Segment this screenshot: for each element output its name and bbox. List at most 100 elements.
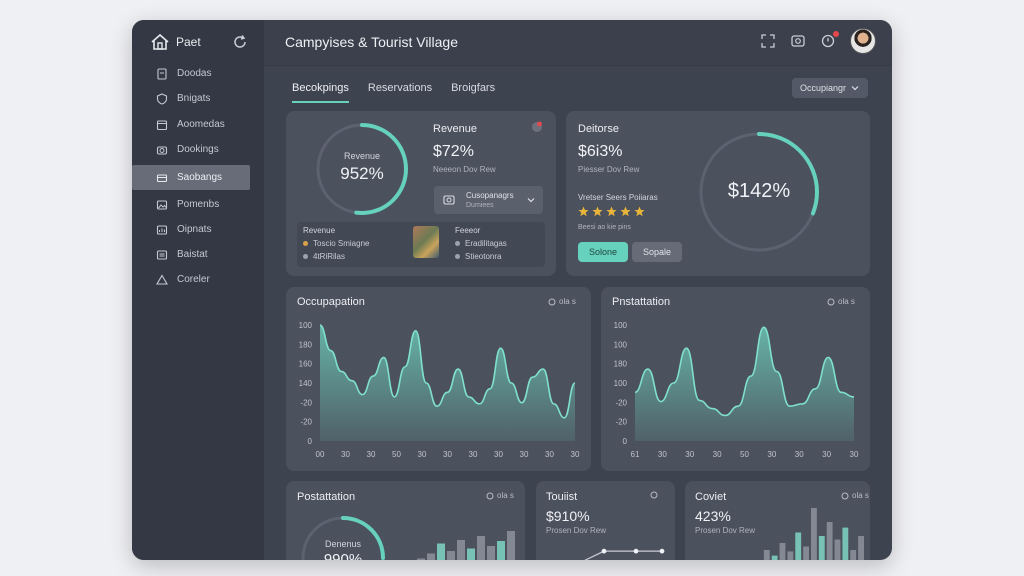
solone-button[interactable]: Solone xyxy=(578,242,628,262)
revenue-ring-label: Revenue xyxy=(343,151,381,161)
refresh-icon[interactable] xyxy=(232,34,248,50)
sopale-button[interactable]: Sopale xyxy=(632,242,682,262)
notification-icon[interactable] xyxy=(820,31,839,49)
revenue-sub: Neeeon Dov Rew xyxy=(433,165,496,174)
top-bar: Campyises & Tourist Village xyxy=(264,20,892,66)
brand[interactable]: Paet xyxy=(150,32,201,52)
expand-icon[interactable] xyxy=(760,33,776,49)
rating-ring-value: $142% xyxy=(727,180,791,202)
sidebar-item-oipnats[interactable]: Oipnats xyxy=(132,217,264,242)
card-title: Coviet xyxy=(695,491,727,503)
chart-menu[interactable] xyxy=(650,491,658,499)
coviet-bar-chart xyxy=(763,508,864,560)
legend-label: Stieotonra xyxy=(465,252,502,261)
rating-sub: Piesser Dov Rew xyxy=(578,165,640,174)
sidebar-item-pomenbs[interactable]: Pomenbs xyxy=(132,192,264,217)
x-tick-label: 30 xyxy=(494,450,503,459)
ring-arc xyxy=(341,516,385,560)
y-tick-label: 180 xyxy=(614,360,628,369)
bar xyxy=(427,553,435,560)
y-tick-label: 100 xyxy=(614,379,628,388)
occupation-area-chart: 100 180 160 140 -20 -20 000 30 30 50 30 30 30 30 30 30 3… xyxy=(299,321,580,459)
postattation-ring xyxy=(301,516,385,560)
bar xyxy=(457,540,465,560)
chart-menu[interactable]: ola s xyxy=(548,297,576,306)
bar xyxy=(787,551,794,560)
bar xyxy=(826,522,833,560)
star-icon xyxy=(620,206,631,217)
bar xyxy=(858,536,864,560)
sidebar-item-label: Baistat xyxy=(177,249,208,260)
series-line xyxy=(319,324,576,419)
top-icons xyxy=(760,28,876,54)
avatar[interactable] xyxy=(850,28,876,54)
bar xyxy=(763,550,770,560)
sidebar-item-label: Saobangs xyxy=(177,172,223,183)
postattation-card: Postattation ola s Denenus 990% xyxy=(286,481,525,560)
bar xyxy=(850,550,857,560)
tab-reservations[interactable]: Reservations xyxy=(367,82,433,94)
star-icon xyxy=(606,206,617,217)
y-tick-label: -20 xyxy=(300,398,312,407)
occupancy-dropdown[interactable]: Occupiangr xyxy=(792,78,868,98)
y-tick-label: 100 xyxy=(299,321,313,330)
sidebar-item-label: Aoomedas xyxy=(177,119,225,130)
x-tick-label: 30 xyxy=(545,450,554,459)
sidebar-item-baistat[interactable]: Baistat xyxy=(132,242,264,267)
legend-swatch xyxy=(303,254,308,259)
sidebar-item-coreler[interactable]: Coreler xyxy=(132,267,264,292)
sidebar-item-doodas[interactable]: Doodas xyxy=(132,61,264,86)
legend-label: Eradilitagas xyxy=(465,239,507,248)
x-tick-label: 50 xyxy=(740,450,749,459)
alert-icon[interactable] xyxy=(531,121,543,133)
sidebar-item-dookings[interactable]: Dookings xyxy=(132,137,264,162)
y-tick-label: 100 xyxy=(614,340,628,349)
revenue-ring-value: 952% xyxy=(340,164,384,183)
home-icon xyxy=(151,33,169,50)
x-tick-label: 30 xyxy=(443,450,452,459)
circle-icon xyxy=(841,492,849,499)
tab-becokpings[interactable]: Becokpings xyxy=(292,78,349,103)
sidebar-item-saobangs[interactable]: Saobangs xyxy=(132,165,250,190)
data-point xyxy=(601,548,607,554)
revenue-title: Revenue xyxy=(433,123,478,135)
sidebar-item-aoomedas[interactable]: Aoomedas xyxy=(132,112,264,137)
legend-label: Toscio Smiagne xyxy=(313,239,370,248)
legend-label: 4tRiRilas xyxy=(313,252,346,261)
camera-icon[interactable] xyxy=(790,33,806,49)
bar xyxy=(818,536,825,560)
x-tick-label: 30 xyxy=(418,450,427,459)
legend-swatch xyxy=(455,254,460,259)
tourist-card: Touiist $910% Prosen Dov Rew xyxy=(536,481,675,560)
x-tick-label: 30 xyxy=(822,450,831,459)
doc-icon xyxy=(157,67,167,80)
chart-menu[interactable]: ola s xyxy=(827,297,855,306)
star-icon xyxy=(592,206,603,217)
bar xyxy=(803,546,809,560)
revenue-select[interactable]: Cusopanagrs Dumiees xyxy=(434,186,543,214)
series-line xyxy=(634,326,855,417)
sidebar-item-label: Dookings xyxy=(177,144,219,155)
card-title: Touiist xyxy=(546,491,578,503)
sidebar-item-bnigats[interactable]: Bnigats xyxy=(132,86,264,111)
coviet-value: 423% xyxy=(695,508,731,524)
chart-menu[interactable]: ola s xyxy=(486,491,514,500)
y-tick-label: 140 xyxy=(299,379,313,388)
legend-item: 4tRiRilas xyxy=(303,252,345,261)
circle-icon xyxy=(650,491,658,499)
chart-menu[interactable]: ola s xyxy=(841,491,869,500)
tab-broigfars[interactable]: Broigfars xyxy=(451,82,496,94)
revenue-ring-arc xyxy=(316,123,408,215)
legend-title-left: Revenue xyxy=(303,226,336,235)
legend-swatch xyxy=(303,241,308,246)
x-tick-label: 30 xyxy=(571,450,580,459)
circle-icon xyxy=(548,298,556,305)
chart-title: Occupapation xyxy=(297,296,365,308)
photo-icon xyxy=(156,199,168,210)
data-point xyxy=(659,548,665,554)
chevron-down-icon xyxy=(851,86,859,91)
bar xyxy=(437,543,445,560)
tab-bar: Becokpings Reservations Broigfars xyxy=(292,78,514,103)
rating-ring-arc xyxy=(699,132,819,252)
occupation-chart-card: Occupapation ola s 100 180 160 140 -20 -20 0 00… xyxy=(286,287,591,471)
